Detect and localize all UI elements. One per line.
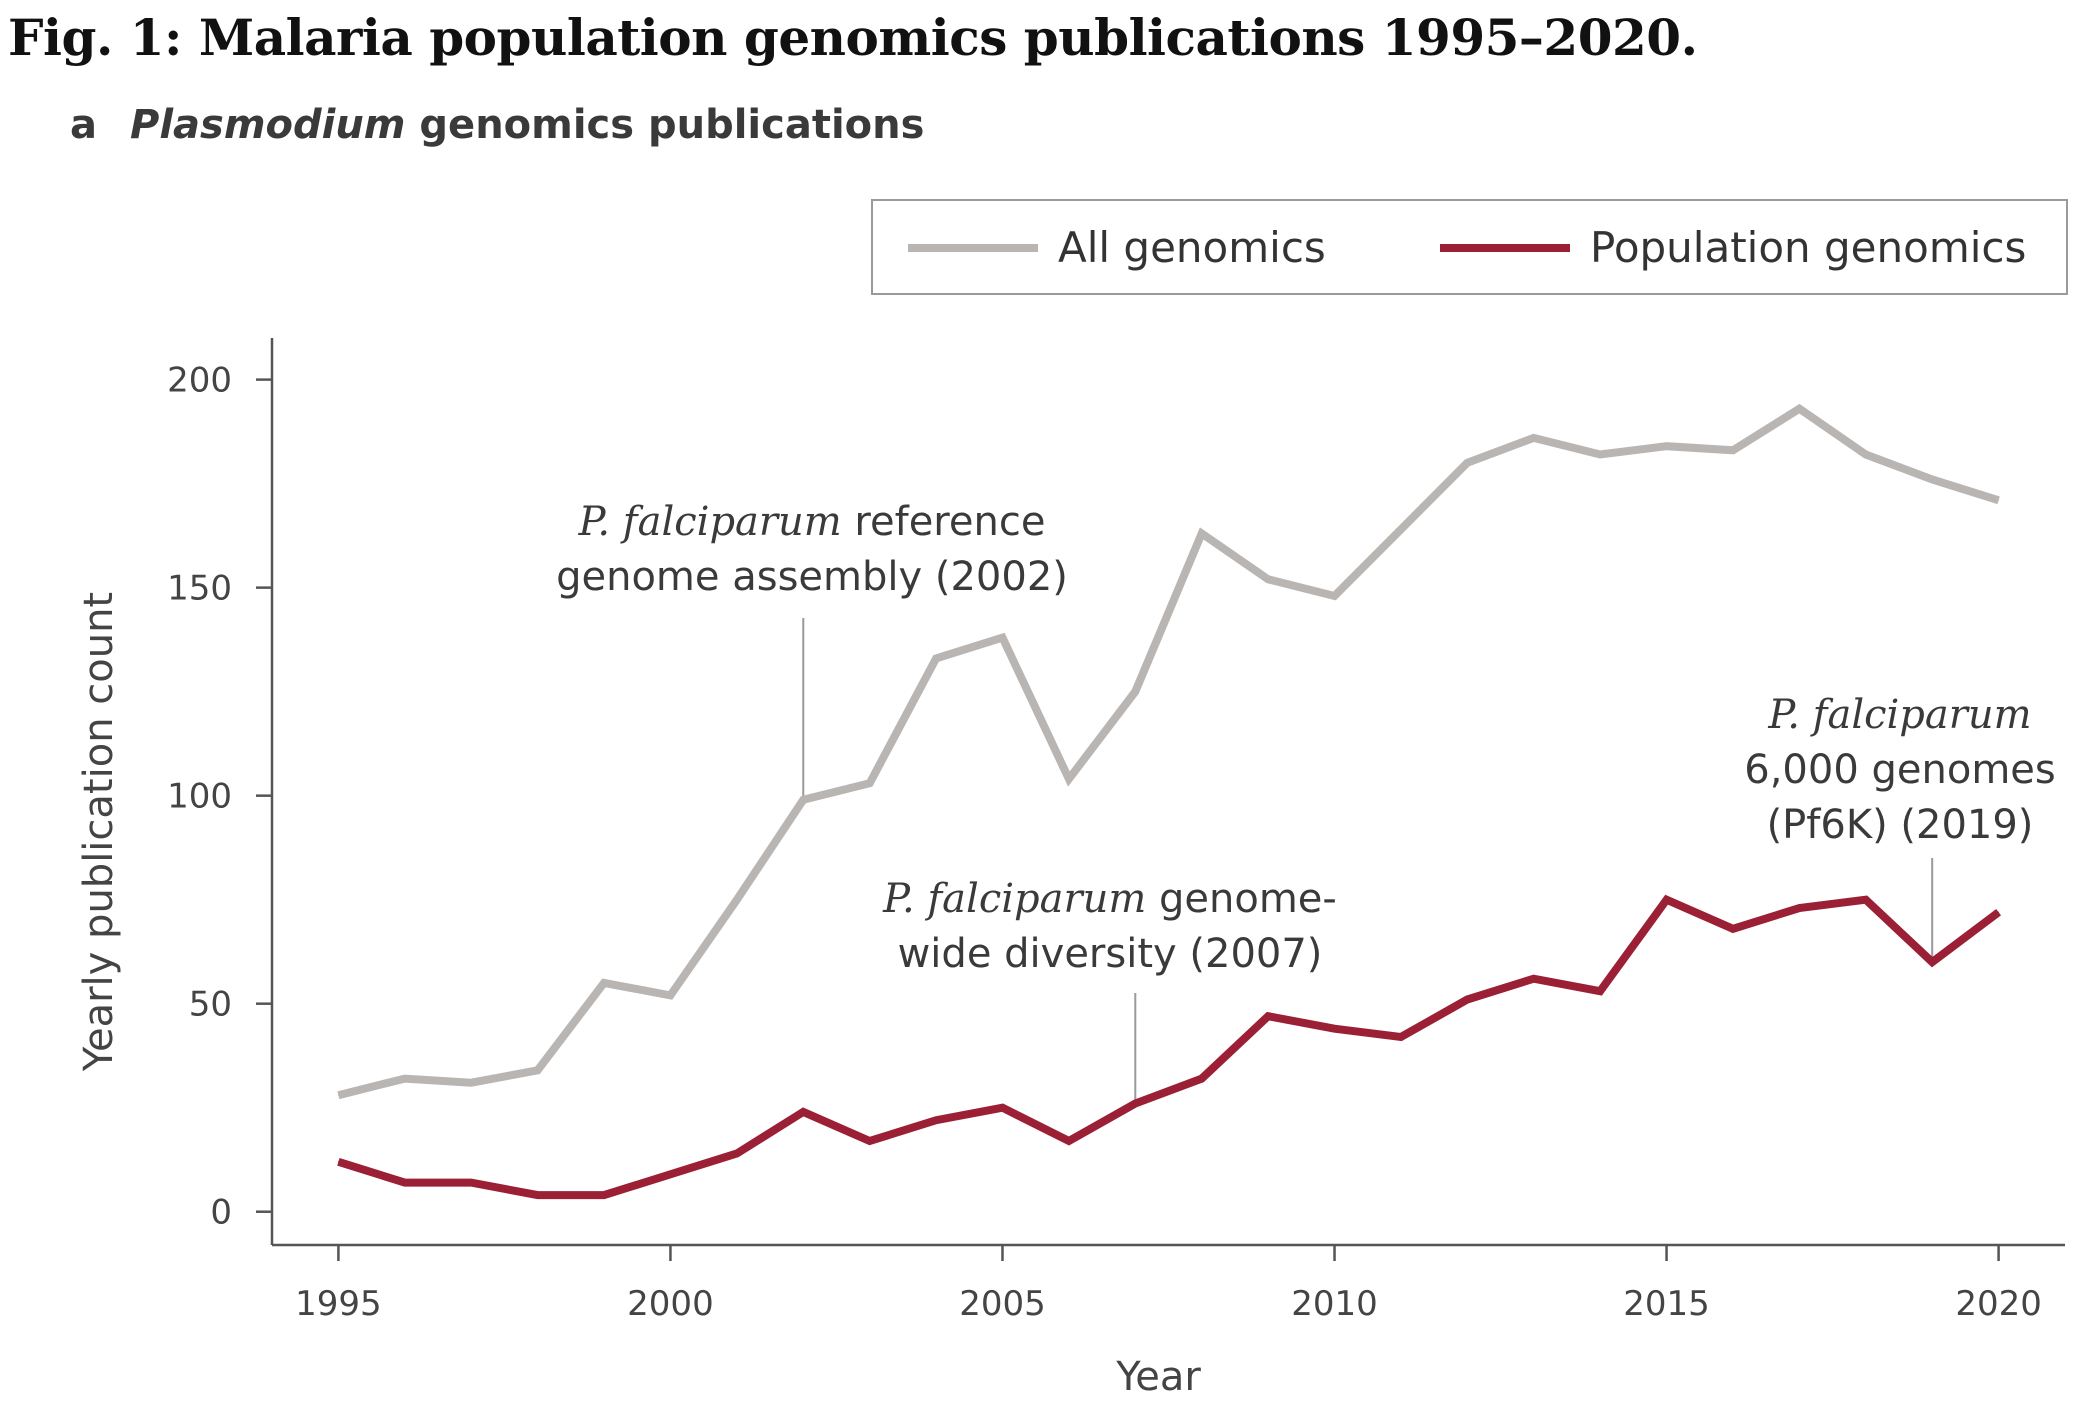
data-point-all-genomics [470,1082,472,1084]
y-tick-label: 100 [167,777,232,817]
axes [270,338,2065,1247]
data-point-all-genomics [1732,449,1734,451]
data-point-all-genomics [1599,453,1601,455]
data-point-all-genomics [1865,453,1867,455]
annotation-italic: P. falciparum [882,876,1146,922]
panel-letter: a [70,102,97,148]
annotation-line-1: P. falciparum genome- [882,876,1337,922]
data-point-all-genomics [404,1078,406,1080]
panel-title: Plasmodium genomics publications [130,102,924,148]
ticks: 0 50 100 150 200 1995 2000 2005 2010 2015 2020 [167,361,2042,1324]
y-tick-label: 150 [167,569,232,609]
data-point-population-genomics [1865,899,1867,901]
data-point-population-genomics [869,1140,871,1142]
data-point-all-genomics [1001,637,1003,639]
annotation-line-3: (Pf6K) (2019) [1767,802,2034,848]
data-point-all-genomics [603,982,605,984]
annotation-line-2: wide diversity (2007) [898,931,1323,977]
data-point-population-genomics [1001,1107,1003,1109]
data-point-population-genomics [1267,1015,1269,1017]
y-tick-label: 200 [167,361,232,401]
data-point-population-genomics [337,1161,339,1163]
annotation-line-2: genome assembly (2002) [556,554,1068,600]
data-point-population-genomics [935,1119,937,1121]
data-point-population-genomics [1533,978,1535,980]
data-point-population-genomics [736,1152,738,1154]
data-point-all-genomics [802,799,804,801]
data-point-all-genomics [1134,691,1136,693]
data-point-all-genomics [1666,445,1668,447]
series-line-population-genomics [337,894,2002,1200]
series [337,403,2002,1200]
data-point-population-genomics [537,1194,539,1196]
data-point-population-genomics [1732,928,1734,930]
data-point-population-genomics [1334,1028,1336,1030]
data-point-all-genomics [736,899,738,901]
data-point-all-genomics [1267,578,1269,580]
y-axis-label: Yearly publication count [76,592,122,1072]
legend: All genomics Population genomics [871,199,2068,295]
data-point-all-genomics [1334,595,1336,597]
data-point-all-genomics [337,1094,339,1096]
data-point-population-genomics [470,1182,472,1184]
data-point-population-genomics [603,1194,605,1196]
y-tick-label: 50 [189,985,232,1025]
annotation-line-2: 6,000 genomes [1744,747,2055,793]
data-point-all-genomics [869,782,871,784]
x-axis-label: Year [1115,1354,1201,1400]
data-point-all-genomics [537,1069,539,1071]
x-tick-label: 1995 [295,1284,382,1324]
data-point-population-genomics [404,1182,406,1184]
annotation-text: genome- [1146,876,1337,922]
legend-label-all-genomics: All genomics [1058,223,1326,272]
x-tick-label: 2005 [959,1284,1046,1324]
data-point-all-genomics [1931,478,1933,480]
data-point-population-genomics [1998,911,2000,913]
data-point-all-genomics [1466,462,1468,464]
x-tick-label: 2010 [1291,1284,1378,1324]
data-point-all-genomics [935,657,937,659]
annotation-italic: P. falciparum [1767,692,2031,738]
data-point-population-genomics [669,1173,671,1175]
x-tick-label: 2015 [1623,1284,1710,1324]
panel-title-rest: genomics publications [406,102,925,148]
data-point-population-genomics [1798,907,1800,909]
data-point-population-genomics [1134,1103,1136,1105]
data-point-all-genomics [1998,499,2000,501]
annotation-text: reference [842,499,1046,545]
legend-label-population-genomics: Population genomics [1590,223,2026,272]
data-point-population-genomics [1599,990,1601,992]
data-point-all-genomics [1201,533,1203,535]
data-point-population-genomics [1400,1036,1402,1038]
data-point-all-genomics [1068,778,1070,780]
series-line-all-genomics [337,403,2000,1100]
data-point-population-genomics [1666,899,1668,901]
annotation-italic: P. falciparum [578,499,842,545]
figure-title: Fig. 1: Malaria population genomics publ… [8,8,1698,67]
data-point-all-genomics [669,994,671,996]
data-point-population-genomics [1931,961,1933,963]
data-point-population-genomics [1068,1140,1070,1142]
data-point-all-genomics [1400,528,1402,530]
annotation-line-1: P. falciparum [1767,692,2031,738]
data-point-population-genomics [1201,1078,1203,1080]
annotation-line-1: P. falciparum reference [578,499,1046,545]
y-tick-label: 0 [210,1193,232,1233]
annotations: P. falciparum reference genome assembly (… [556,499,2056,1104]
data-point-all-genomics [1533,437,1535,439]
data-point-population-genomics [802,1111,804,1113]
data-point-all-genomics [1798,408,1800,410]
panel-title-italic: Plasmodium [130,102,406,148]
data-point-population-genomics [1466,999,1468,1001]
x-tick-label: 2000 [627,1284,714,1324]
x-tick-label: 2020 [1955,1284,2042,1324]
